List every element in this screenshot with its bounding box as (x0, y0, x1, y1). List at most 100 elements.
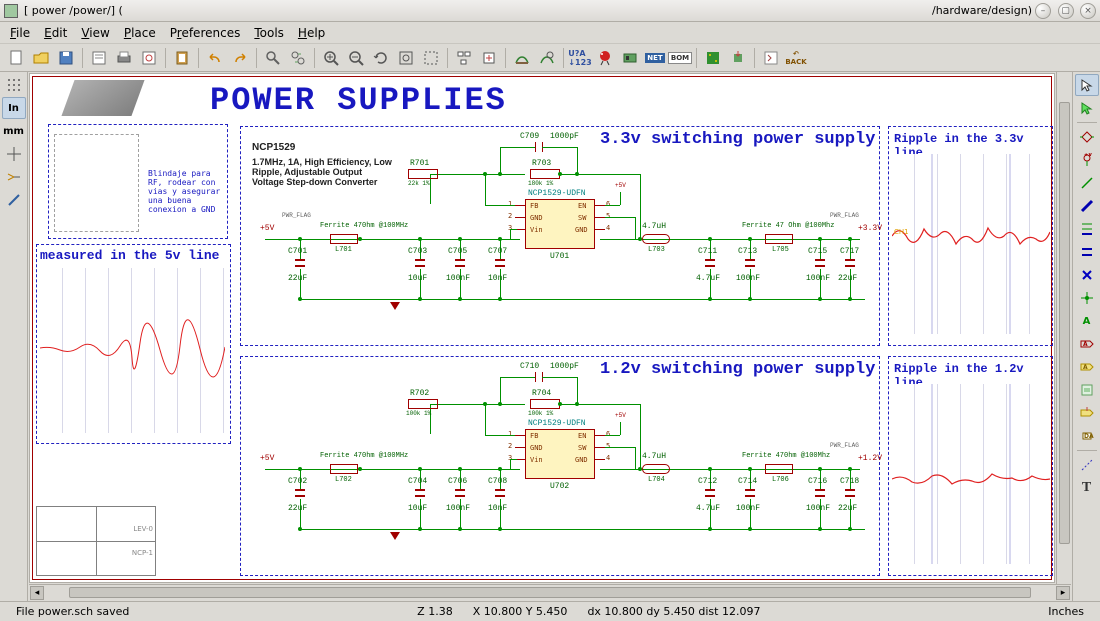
main-toolbar: U?A↓123 NET BOM ↶BACK (0, 44, 1100, 72)
erc-icon[interactable] (593, 46, 617, 70)
ic-desc: 1.7MHz, 1A, High Efficiency, Low Ripple,… (252, 158, 392, 188)
open-icon[interactable] (29, 46, 53, 70)
redo-icon[interactable] (228, 46, 252, 70)
workarea: In mm POWER SUPPLIES Blindaje para RF, r… (0, 72, 1100, 601)
place-globallabel-icon[interactable]: A (1075, 333, 1099, 355)
place-wire-icon[interactable] (1075, 172, 1099, 194)
close-button[interactable]: × (1080, 3, 1096, 19)
bus-direction-icon[interactable] (2, 189, 26, 211)
horizontal-scrollbar[interactable]: ◂ ▸ (29, 584, 1071, 600)
zoom-window-icon[interactable] (419, 46, 443, 70)
library-browser-icon[interactable] (535, 46, 559, 70)
run-script-icon[interactable] (759, 46, 783, 70)
place-netlabel-icon[interactable]: A (1075, 310, 1099, 332)
netlist-icon[interactable]: NET (643, 46, 667, 70)
place-wire2bus-icon[interactable] (1075, 218, 1099, 240)
footprint-outline (54, 134, 139, 232)
menu-preferences[interactable]: Preferences (164, 24, 247, 42)
hidden-pins-icon[interactable] (2, 166, 26, 188)
place-text-icon[interactable]: T (1075, 477, 1099, 499)
import-footprint-icon[interactable] (726, 46, 750, 70)
find-icon[interactable] (261, 46, 285, 70)
pcbnew-icon[interactable] (701, 46, 725, 70)
svg-text:+V: +V (1084, 153, 1092, 158)
vertical-scrollbar[interactable] (1056, 72, 1072, 584)
units-inch-button[interactable]: In (2, 97, 26, 119)
cvpcb-icon[interactable] (618, 46, 642, 70)
annotate-icon[interactable]: U?A↓123 (568, 46, 592, 70)
minimize-button[interactable]: – (1035, 3, 1051, 19)
left-toolbar: In mm (0, 72, 28, 601)
status-units: Inches (1038, 605, 1094, 618)
place-hierlabel-icon[interactable]: A (1075, 356, 1099, 378)
print-icon[interactable] (112, 46, 136, 70)
window-titlebar: [ power /power/] ( /hardware/design) – ▢… (0, 0, 1100, 22)
menu-help[interactable]: Help (292, 24, 331, 42)
zoom-redraw-icon[interactable] (369, 46, 393, 70)
status-message: File power.sch saved (6, 605, 139, 618)
paste-icon[interactable] (170, 46, 194, 70)
place-hierpin-icon[interactable]: DA (1075, 425, 1099, 447)
select-tool-icon[interactable] (1075, 74, 1099, 96)
statusbar: File power.sch saved Z 1.38 X 10.800 Y 5… (0, 601, 1100, 621)
right-toolbar: +V A A A DA T (1072, 72, 1100, 601)
page-title: POWER SUPPLIES (210, 82, 507, 119)
app-icon (4, 4, 18, 18)
cursor-shape-icon[interactable] (2, 143, 26, 165)
leave-sheet-icon[interactable] (477, 46, 501, 70)
menu-edit[interactable]: Edit (38, 24, 73, 42)
component-3d-thumb (61, 80, 144, 116)
status-xy: X 10.800 Y 5.450 (463, 605, 578, 618)
shield-note: Blindaje para RF, rodear con vias y aseg… (148, 169, 223, 214)
zoom-fit-icon[interactable] (394, 46, 418, 70)
units-mm-button[interactable]: mm (2, 120, 26, 142)
svg-text:CH1: CH1 (894, 228, 909, 236)
maximize-button[interactable]: ▢ (1058, 3, 1074, 19)
menu-tools[interactable]: Tools (248, 24, 290, 42)
zoom-in-icon[interactable] (319, 46, 343, 70)
title-right: /hardware/design) (932, 4, 1032, 17)
scope-12v (892, 384, 1050, 564)
place-line-icon[interactable] (1075, 454, 1099, 476)
hierarchy-icon[interactable] (452, 46, 476, 70)
schematic-canvas[interactable]: POWER SUPPLIES Blindaje para RF, rodear … (29, 73, 1055, 583)
status-zoom: Z 1.38 (407, 605, 463, 618)
svg-text:DA: DA (1084, 433, 1094, 440)
backannotate-icon[interactable]: ↶BACK (784, 46, 808, 70)
import-hierlabel-icon[interactable] (1075, 402, 1099, 424)
place-junction-icon[interactable] (1075, 287, 1099, 309)
scope-33v: CH1 (892, 154, 1050, 334)
zoom-out-icon[interactable] (344, 46, 368, 70)
plot-icon[interactable] (137, 46, 161, 70)
supply-12v-title: 1.2v switching power supply (600, 360, 875, 379)
status-dxy: dx 10.800 dy 5.450 dist 12.097 (577, 605, 770, 618)
titleblock-mini: LEV-0 NCP-1 (36, 506, 156, 576)
svg-text:A: A (1083, 364, 1088, 371)
l701 (330, 234, 358, 244)
title-left: [ power /power/] ( (24, 4, 123, 17)
undo-icon[interactable] (203, 46, 227, 70)
scope-5v (40, 268, 225, 433)
page-settings-icon[interactable] (87, 46, 111, 70)
place-power-icon[interactable]: +V (1075, 149, 1099, 171)
place-sheet-icon[interactable] (1075, 379, 1099, 401)
menu-file[interactable]: File (4, 24, 36, 42)
place-bus2bus-icon[interactable] (1075, 241, 1099, 263)
place-bus-icon[interactable] (1075, 195, 1099, 217)
place-component-icon[interactable] (1075, 126, 1099, 148)
scope-5v-title: measured in the 5v line (40, 248, 219, 263)
supply-33v-title: 3.3v switching power supply (600, 130, 875, 149)
menu-place[interactable]: Place (118, 24, 162, 42)
menubar: File Edit View Place Preferences Tools H… (0, 22, 1100, 44)
place-noconnect-icon[interactable] (1075, 264, 1099, 286)
replace-icon[interactable] (286, 46, 310, 70)
bom-icon[interactable]: BOM (668, 46, 692, 70)
new-icon[interactable] (4, 46, 28, 70)
svg-text:A: A (1083, 341, 1088, 348)
menu-view[interactable]: View (75, 24, 115, 42)
highlight-net-icon[interactable] (1075, 97, 1099, 119)
grid-toggle-icon[interactable] (2, 74, 26, 96)
ic-partnum: NCP1529 (252, 142, 295, 153)
library-editor-icon[interactable] (510, 46, 534, 70)
save-icon[interactable] (54, 46, 78, 70)
